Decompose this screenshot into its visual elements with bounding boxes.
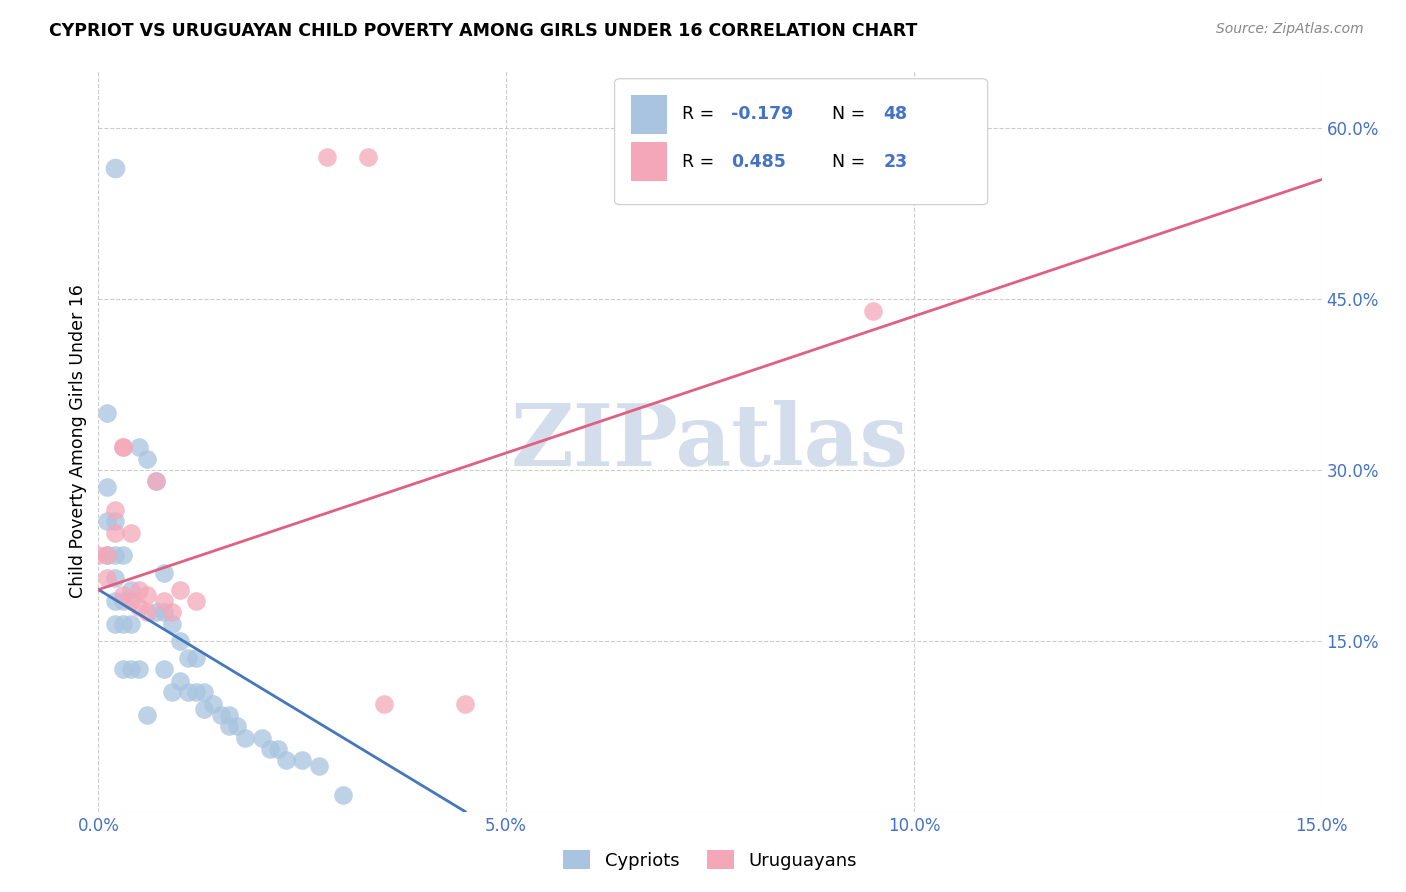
Text: R =: R = <box>682 153 720 170</box>
Point <box>136 707 159 722</box>
Point <box>96 549 118 563</box>
Point <box>218 719 240 733</box>
Point <box>152 594 174 608</box>
Point <box>96 480 118 494</box>
Point <box>454 697 477 711</box>
Point <box>128 582 150 597</box>
FancyBboxPatch shape <box>630 143 668 181</box>
Point <box>862 303 884 318</box>
Point <box>152 662 174 676</box>
Point <box>111 662 134 676</box>
Point <box>186 651 208 665</box>
Point <box>111 440 134 454</box>
Text: -0.179: -0.179 <box>731 105 793 123</box>
Point <box>136 606 159 620</box>
Point <box>128 662 150 676</box>
Point <box>96 571 118 585</box>
Point <box>145 475 167 489</box>
Point <box>111 594 134 608</box>
Y-axis label: Child Poverty Among Girls Under 16: Child Poverty Among Girls Under 16 <box>69 285 87 599</box>
Point <box>111 588 134 602</box>
Point <box>145 475 167 489</box>
Point <box>152 606 174 620</box>
Point <box>177 651 200 665</box>
Point <box>136 451 159 466</box>
Point <box>120 525 142 540</box>
Text: 0.485: 0.485 <box>731 153 786 170</box>
Point <box>120 594 142 608</box>
Point <box>87 549 110 563</box>
Point <box>177 685 200 699</box>
FancyBboxPatch shape <box>614 78 987 204</box>
Point <box>120 582 142 597</box>
Text: R =: R = <box>682 105 720 123</box>
Text: ZIPatlas: ZIPatlas <box>510 400 910 483</box>
Point <box>169 633 191 648</box>
Point <box>308 759 330 773</box>
Point <box>120 616 142 631</box>
Point <box>315 150 337 164</box>
Legend: Cypriots, Uruguayans: Cypriots, Uruguayans <box>557 843 863 877</box>
Point <box>104 525 127 540</box>
Point <box>267 742 290 756</box>
Point <box>218 707 240 722</box>
Point <box>145 606 167 620</box>
Point <box>96 514 118 528</box>
Point <box>209 707 232 722</box>
Point <box>152 566 174 580</box>
Point <box>201 697 224 711</box>
Point <box>193 702 215 716</box>
Point <box>104 161 127 176</box>
Point <box>111 440 134 454</box>
Point <box>160 606 183 620</box>
Point <box>274 754 297 768</box>
Text: N =: N = <box>832 153 872 170</box>
Point <box>111 616 134 631</box>
Point <box>169 673 191 688</box>
Point <box>169 582 191 597</box>
Point <box>96 406 118 420</box>
Point <box>291 754 314 768</box>
Point <box>136 588 159 602</box>
Point <box>250 731 273 745</box>
Point <box>128 599 150 614</box>
Point <box>373 697 395 711</box>
Point <box>128 440 150 454</box>
Point <box>226 719 249 733</box>
Point <box>332 788 354 802</box>
Point <box>104 549 127 563</box>
Point <box>233 731 256 745</box>
Point <box>96 549 118 563</box>
Point <box>104 616 127 631</box>
FancyBboxPatch shape <box>630 95 668 134</box>
Point <box>160 616 183 631</box>
Text: N =: N = <box>832 105 872 123</box>
Point <box>356 150 378 164</box>
Point <box>160 685 183 699</box>
Text: 23: 23 <box>884 153 908 170</box>
Text: CYPRIOT VS URUGUAYAN CHILD POVERTY AMONG GIRLS UNDER 16 CORRELATION CHART: CYPRIOT VS URUGUAYAN CHILD POVERTY AMONG… <box>49 22 918 40</box>
Point <box>193 685 215 699</box>
Text: 48: 48 <box>884 105 908 123</box>
Point <box>104 514 127 528</box>
Point <box>120 662 142 676</box>
Point <box>259 742 281 756</box>
Point <box>186 594 208 608</box>
Point <box>111 549 134 563</box>
Point <box>104 503 127 517</box>
Point <box>104 594 127 608</box>
Point <box>186 685 208 699</box>
Text: Source: ZipAtlas.com: Source: ZipAtlas.com <box>1216 22 1364 37</box>
Point <box>104 571 127 585</box>
